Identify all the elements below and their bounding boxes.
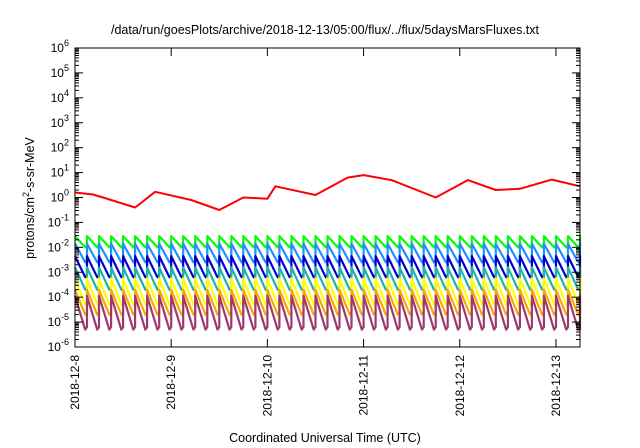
y-axis-label-base: protons/cm [23, 197, 37, 259]
y-tick-label: 10-2 [48, 237, 69, 254]
y-tick-label: 105 [51, 63, 69, 80]
x-tick-label: 2018-12-9 [164, 355, 178, 410]
y-tick-label: 10-5 [48, 312, 69, 329]
series-line [74, 174, 581, 211]
series-layer [73, 174, 582, 331]
y-tick-label: 10-3 [48, 262, 69, 279]
x-axis-label: Coordinated Universal Time (UTC) [229, 431, 421, 445]
y-axis-label-superscript: 2 [21, 192, 31, 197]
y-tick-label: 102 [51, 138, 69, 155]
axes-layer: 10-6 10-5 10-4 10-3 10-2 10-1 100 101 102 103 104 1… [48, 38, 581, 417]
x-tick-label: 2018-12-11 [357, 355, 371, 416]
y-tick-label: 106 [51, 38, 69, 55]
y-tick-label: 10-6 [48, 337, 69, 354]
y-tick-label: 100 [51, 188, 69, 205]
y-tick-label: 104 [51, 88, 69, 105]
x-tick-label: 2018-12-13 [549, 355, 563, 417]
svg-text:protons/cm2-s-sr-MeV: protons/cm2-s-sr-MeV [21, 136, 37, 258]
chart-title: /data/run/goesPlots/archive/2018-12-13/0… [111, 23, 540, 37]
x-tick-label: 2018-12-12 [453, 355, 467, 417]
x-tick-label: 2018-12-10 [260, 355, 274, 417]
series-line [73, 294, 582, 331]
y-tick-label: 101 [51, 163, 69, 180]
y-axis-label-rest: -s-sr-MeV [23, 136, 37, 192]
y-axis-label: protons/cm2-s-sr-MeV [21, 136, 37, 258]
y-tick-label: 10-1 [48, 212, 69, 229]
y-tick-label: 10-4 [48, 287, 69, 304]
y-tick-label: 103 [51, 113, 69, 130]
x-tick-label: 2018-12-8 [68, 355, 82, 410]
